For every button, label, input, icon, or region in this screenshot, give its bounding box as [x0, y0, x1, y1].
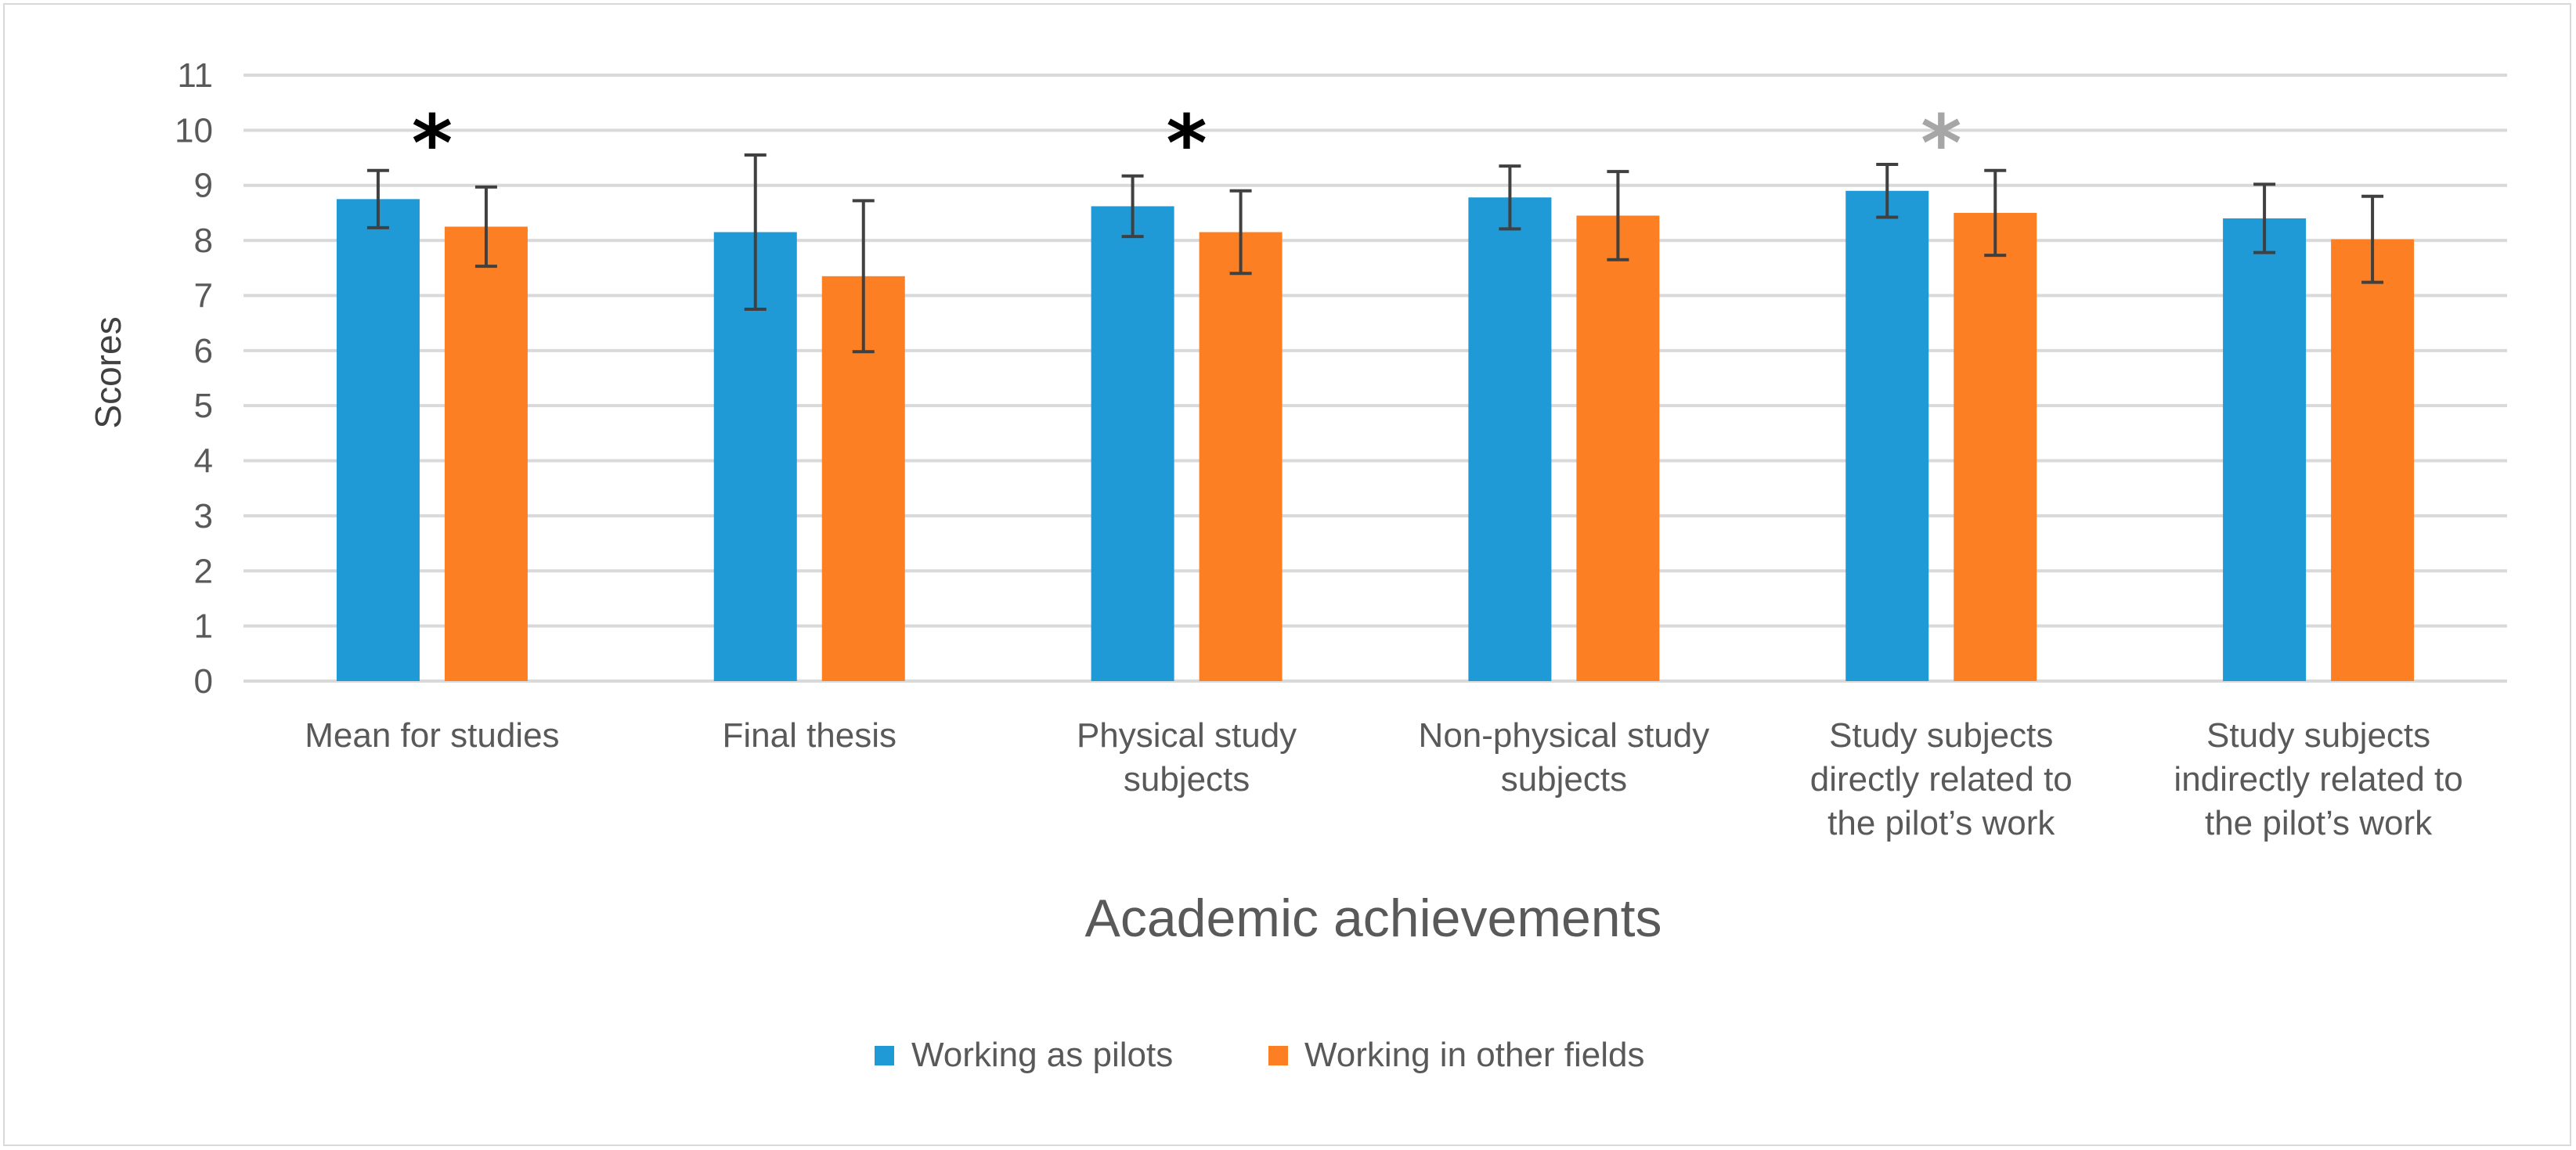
category-label: Physical study subjects: [1077, 716, 1297, 799]
y-tick-label: 5: [194, 387, 213, 425]
legend-swatch-pilots: [875, 1046, 894, 1065]
legend-swatch-other-fields: [1268, 1046, 1288, 1065]
category-label-line: Non-physical study: [1419, 716, 1710, 755]
y-axis-label: Scores: [88, 316, 128, 428]
category-label-line: the pilot’s work: [1827, 804, 2055, 842]
category-label-line: the pilot’s work: [2205, 804, 2433, 842]
category-label-line: Final thesis: [722, 716, 897, 755]
bar-chart: 0 1 2 3 4 5 6 7 8 9 10 11 * * * Mean for studies Final…: [88, 56, 2507, 1074]
bar-other-fields: [1954, 212, 2037, 682]
category-label-line: Physical study: [1077, 716, 1297, 755]
category-label: Non-physical study subjects: [1419, 716, 1710, 799]
legend: Working as pilots Working in other field…: [875, 1036, 1645, 1074]
bar-other-fields: [1576, 215, 1660, 682]
y-tick-label: 9: [194, 167, 213, 205]
y-tick-label: 1: [194, 607, 213, 646]
category-label: Final thesis: [722, 716, 897, 755]
category-label-line: Study subjects: [2206, 716, 2430, 755]
bar-pilots: [1845, 190, 1929, 681]
significance-markers: * * *: [412, 98, 1962, 189]
category-label-line: directly related to: [1810, 760, 2073, 799]
y-tick-label: 3: [194, 497, 213, 535]
category-label: Study subjects indirectly related to the p…: [2174, 716, 2462, 842]
bar-other-fields: [2331, 239, 2415, 682]
x-axis-label: Academic achievements: [1084, 889, 1661, 948]
y-tick-label: 10: [175, 111, 213, 150]
y-tick-label: 11: [177, 56, 213, 95]
legend-label-pilots: Working as pilots: [911, 1036, 1173, 1074]
bar-other-fields: [444, 226, 528, 681]
category-label-line: Study subjects: [1829, 716, 2053, 755]
gridlines: [244, 74, 2507, 683]
bar-pilots: [1468, 197, 1552, 681]
category-label: Study subjects directly related to the pil…: [1810, 716, 2073, 842]
category-label-line: subjects: [1501, 760, 1627, 799]
y-tick-label: 2: [194, 552, 213, 590]
y-tick-label: 8: [194, 222, 213, 260]
bars: [336, 190, 2415, 682]
y-axis-ticks: 0 1 2 3 4 5 6 7 8 9 10 11: [175, 56, 213, 701]
significance-star: *: [412, 98, 453, 189]
y-tick-label: 0: [194, 662, 213, 701]
bar-pilots: [1091, 206, 1174, 681]
bar-pilots: [2223, 218, 2307, 682]
category-label: Mean for studies: [305, 716, 559, 755]
category-label-line: indirectly related to: [2174, 760, 2462, 799]
y-tick-label: 7: [194, 276, 213, 315]
legend-label-other-fields: Working in other fields: [1304, 1036, 1645, 1074]
y-tick-label: 4: [194, 442, 213, 481]
bar-other-fields: [1199, 232, 1283, 681]
bar-pilots: [336, 199, 420, 681]
chart-frame: 0 1 2 3 4 5 6 7 8 9 10 11 * * * Mean for studies Final…: [3, 3, 2571, 1146]
x-axis-category-labels: Mean for studies Final thesis Physical stu…: [305, 716, 2462, 842]
y-tick-label: 6: [194, 332, 213, 370]
significance-star: *: [1921, 98, 1961, 189]
error-bars: [366, 153, 2384, 354]
category-label-line: subjects: [1124, 760, 1250, 799]
significance-star: *: [1166, 98, 1207, 189]
category-label-line: Mean for studies: [305, 716, 559, 755]
